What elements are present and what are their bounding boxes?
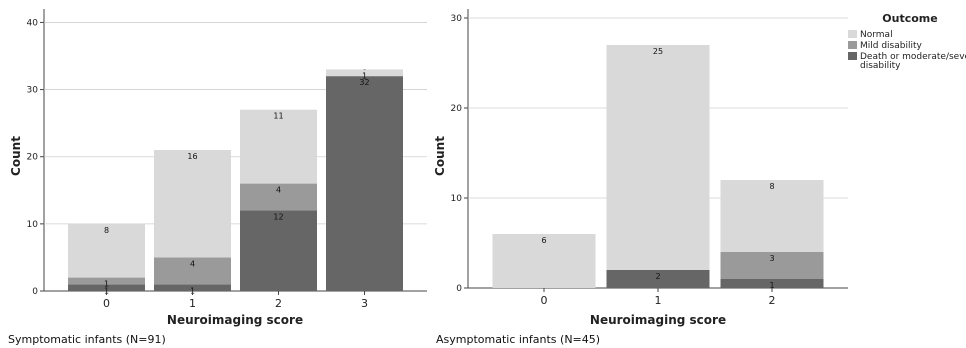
bar-segment bbox=[68, 284, 145, 291]
legend-swatch-mild bbox=[848, 41, 857, 49]
bar-segment bbox=[492, 234, 596, 288]
bar-segment bbox=[68, 277, 145, 285]
data-label: 16 bbox=[187, 152, 197, 161]
data-label: 1 bbox=[104, 280, 109, 289]
bar-segment bbox=[606, 270, 710, 288]
bar-segment bbox=[720, 180, 824, 252]
x-tick-label: 2 bbox=[275, 297, 282, 310]
data-label: 1 bbox=[190, 286, 195, 295]
bar-segment bbox=[606, 45, 710, 270]
y-tick-label: 30 bbox=[27, 86, 39, 96]
data-label: 25 bbox=[653, 47, 663, 56]
data-label: 4 bbox=[190, 259, 195, 268]
data-label: 8 bbox=[104, 226, 109, 235]
y-tick-label: 20 bbox=[27, 153, 39, 163]
legend-label-normal: Normal bbox=[860, 30, 893, 40]
y-tick-label: 20 bbox=[451, 104, 463, 114]
x-tick-label: 1 bbox=[655, 294, 662, 307]
y-tick-label: 10 bbox=[451, 194, 463, 204]
bar-segment bbox=[326, 69, 403, 77]
chart-asymptomatic: Asymptomatic infants (N=45) Neuroimaging… bbox=[433, 9, 848, 346]
data-label: 6 bbox=[541, 236, 546, 245]
bar-segment bbox=[68, 223, 145, 278]
x-tick-label: 3 bbox=[361, 297, 368, 310]
legend-swatch-severe bbox=[848, 52, 857, 60]
caption-symptomatic: Symptomatic infants (N=91) bbox=[8, 333, 166, 346]
bar-segment bbox=[720, 279, 824, 288]
y-tick-label: 30 bbox=[451, 14, 463, 24]
caption-asymptomatic: Asymptomatic infants (N=45) bbox=[436, 333, 600, 346]
legend: Outcome Normal Mild disability Death or … bbox=[848, 12, 966, 71]
data-label: 3 bbox=[769, 254, 774, 263]
data-label: 4 bbox=[276, 186, 281, 195]
data-label: 12 bbox=[273, 212, 283, 221]
y-axis-title-symptomatic: Count bbox=[9, 136, 23, 176]
y-axis-title-asymptomatic: Count bbox=[433, 136, 447, 176]
legend-swatch-normal bbox=[848, 30, 857, 38]
legend-label-mild: Mild disability bbox=[860, 41, 923, 51]
y-tick-label: 0 bbox=[456, 284, 462, 294]
data-label: 2 bbox=[655, 272, 660, 281]
bar-segment bbox=[154, 257, 231, 285]
data-label: 8 bbox=[769, 182, 774, 191]
bar-segment bbox=[154, 284, 231, 291]
bar-segment bbox=[240, 109, 317, 184]
x-tick-label: 0 bbox=[541, 294, 548, 307]
data-label: 32 bbox=[359, 78, 369, 87]
data-label: 11 bbox=[273, 112, 283, 121]
bar-segment bbox=[154, 150, 231, 258]
legend-title: Outcome bbox=[882, 12, 937, 25]
x-tick-label: 2 bbox=[769, 294, 776, 307]
data-label: 1 bbox=[769, 281, 774, 290]
bar-segment bbox=[720, 252, 824, 279]
data-label: 1 bbox=[104, 286, 109, 295]
x-axis-title-symptomatic: Neuroimaging score bbox=[167, 313, 303, 327]
y-tick-label: 0 bbox=[32, 287, 38, 297]
data-label: 1 bbox=[362, 71, 367, 80]
bar-segment bbox=[240, 210, 317, 291]
legend-label-severe: Death or moderate/severe disability bbox=[860, 52, 966, 71]
x-tick-label: 1 bbox=[189, 297, 196, 310]
y-tick-label: 10 bbox=[27, 220, 39, 230]
chart-symptomatic: Symptomatic infants (N=91) Neuroimaging … bbox=[8, 9, 427, 346]
bar-segment bbox=[326, 76, 403, 292]
bar-segment bbox=[240, 183, 317, 211]
y-tick-label: 40 bbox=[27, 18, 39, 28]
x-axis-title-asymptomatic: Neuroimaging score bbox=[590, 313, 726, 327]
x-tick-label: 0 bbox=[103, 297, 110, 310]
